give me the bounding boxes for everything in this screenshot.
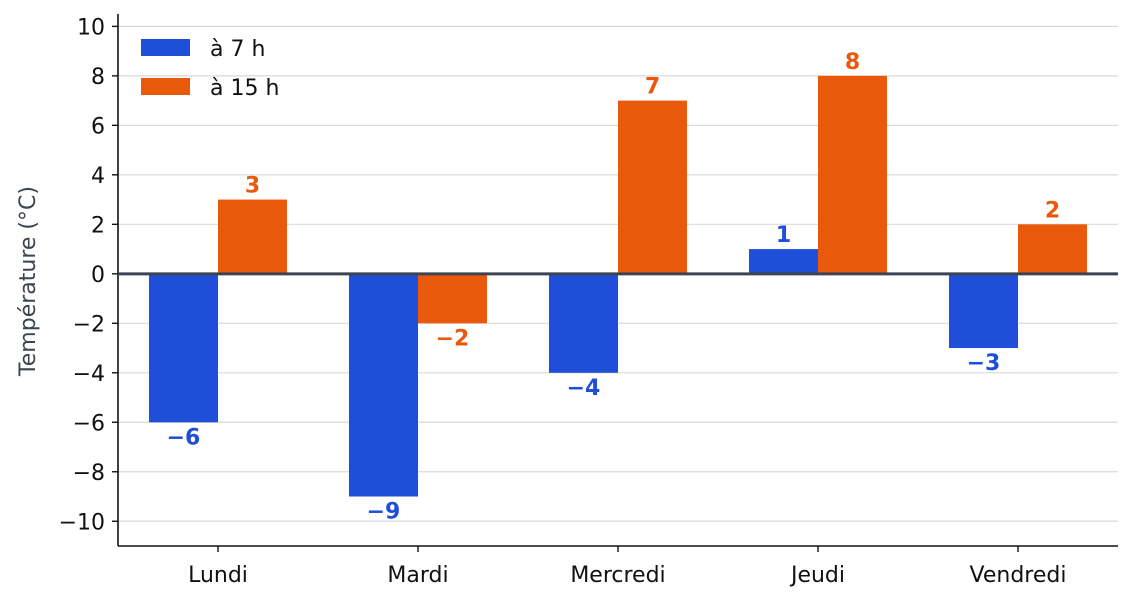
bar: [749, 249, 818, 274]
x-tick-label: Mardi: [387, 563, 448, 588]
legend-label: à 15 h: [210, 76, 279, 101]
bar: [549, 273, 618, 373]
legend-swatch: [141, 78, 190, 95]
bar: [1018, 224, 1087, 274]
bar: [218, 199, 287, 274]
data-label: −9: [367, 500, 401, 525]
y-axis-title: Température (°C): [16, 186, 41, 377]
y-tick-label: −4: [73, 362, 105, 387]
bar: [149, 273, 218, 423]
data-label: −6: [167, 425, 201, 450]
legend-swatch: [141, 39, 190, 56]
data-labels-group: −6 −9 −4 1 −3 3 −2 7 8 2: [167, 50, 1061, 525]
data-label: −2: [436, 326, 470, 351]
bar: [818, 75, 887, 274]
bar: [949, 273, 1018, 349]
x-tick-label: Jeudi: [789, 563, 845, 588]
data-label: 2: [1045, 198, 1060, 223]
y-tick-label: 4: [91, 164, 105, 189]
y-tick-label: −10: [59, 510, 105, 535]
y-tick-label: 6: [91, 114, 105, 139]
y-tick-label: −6: [73, 411, 105, 436]
y-tick-label: 10: [77, 15, 105, 40]
y-ticks-group: −10 −8 −6 −4 −2 0 2 4 6 8 10: [59, 15, 118, 535]
data-label: 7: [645, 75, 660, 100]
data-label: −3: [967, 351, 1001, 376]
bar: [418, 273, 487, 324]
y-tick-label: −8: [73, 461, 105, 486]
legend: à 7 h à 15 h: [141, 37, 279, 101]
x-tick-label: Mercredi: [570, 563, 665, 588]
y-tick-label: 2: [91, 213, 105, 238]
y-tick-label: −2: [73, 312, 105, 337]
data-label: 8: [845, 50, 860, 75]
legend-label: à 7 h: [210, 37, 265, 62]
y-tick-label: 0: [91, 263, 105, 288]
y-tick-label: 8: [91, 65, 105, 90]
bar: [349, 273, 418, 497]
bar: [618, 100, 687, 274]
data-label: 3: [245, 174, 260, 199]
x-ticks-group: Lundi Mardi Mercredi Jeudi Vendredi: [188, 546, 1066, 588]
data-label: −4: [567, 376, 601, 401]
x-tick-label: Vendredi: [970, 563, 1067, 588]
x-tick-label: Lundi: [188, 563, 248, 588]
bars-group: [149, 75, 1087, 497]
data-label: 1: [776, 223, 791, 248]
